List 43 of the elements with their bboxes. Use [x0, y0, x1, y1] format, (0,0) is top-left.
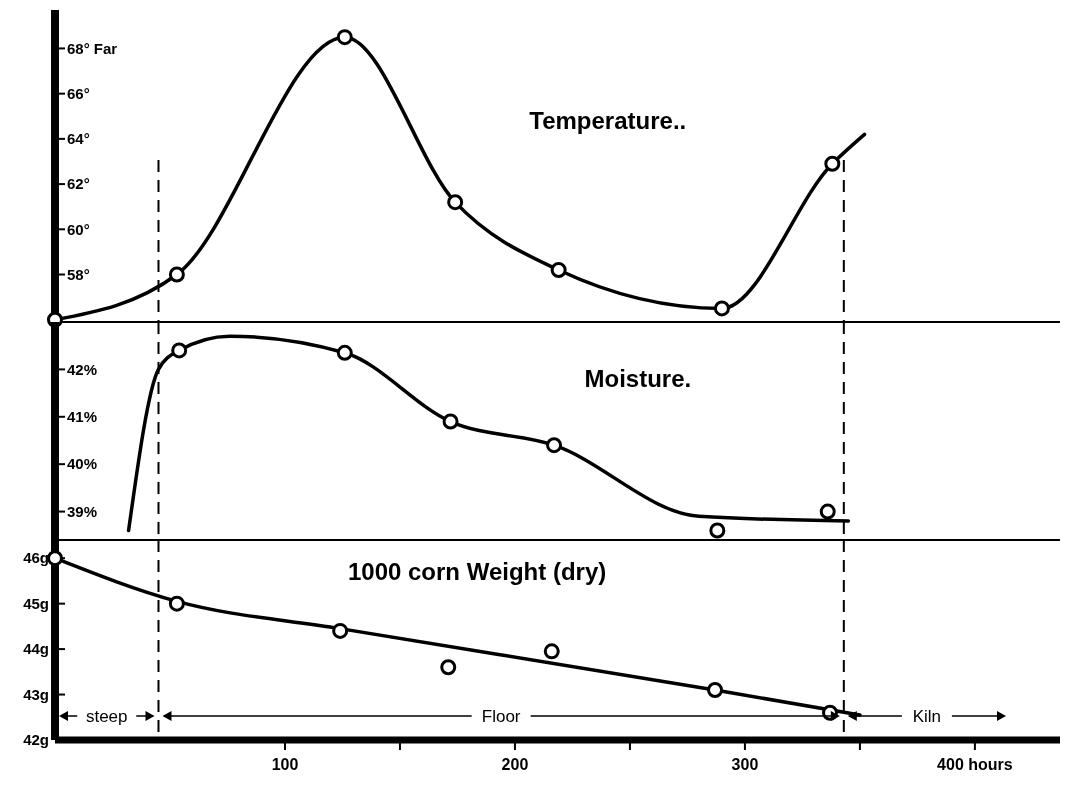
x-tick-label: 200 — [501, 756, 529, 773]
point — [442, 413, 459, 430]
text: Moisture. — [584, 365, 692, 393]
x-tick-label: 400 hours — [937, 756, 1013, 773]
y-tick-label: 41% — [67, 408, 98, 426]
point — [709, 522, 726, 539]
y-tick-label: 42% — [67, 360, 98, 378]
point — [819, 503, 836, 520]
y-tick-label: 45g — [23, 594, 49, 612]
y-tick-label: 42g — [23, 731, 49, 749]
point — [440, 659, 457, 676]
y-tick-label: 64° — [67, 130, 90, 148]
point — [550, 262, 567, 278]
y-tick-label: 68° Far — [67, 39, 118, 57]
point — [168, 595, 185, 612]
point — [707, 682, 724, 698]
point — [824, 155, 841, 172]
point — [336, 29, 353, 46]
point — [171, 342, 188, 359]
annotation: Kiln — [912, 706, 942, 726]
y-tick-label: 44g — [23, 640, 49, 658]
y-tick-label: 60° — [67, 220, 90, 238]
point — [47, 550, 63, 567]
point — [168, 266, 185, 283]
x-tick-label: 100 — [271, 756, 299, 773]
text: Temperature.. — [529, 106, 687, 134]
point — [713, 300, 730, 317]
point — [336, 344, 353, 361]
x-tick-label: 300 — [731, 756, 759, 773]
y-tick-label: 46g — [23, 549, 49, 567]
y-tick-label: 62° — [67, 175, 90, 193]
point — [543, 643, 560, 660]
point — [332, 622, 349, 639]
annotation: Floor — [481, 706, 521, 726]
point — [447, 194, 464, 211]
y-tick-label: 43g — [23, 685, 49, 703]
y-tick-label: 39% — [67, 502, 98, 520]
y-tick-label: 40% — [67, 455, 98, 473]
point — [546, 437, 563, 454]
y-tick-label: 58° — [67, 265, 90, 283]
y-tick-label: 66° — [67, 84, 90, 102]
annotation: steep — [85, 706, 128, 726]
text: 1000 corn Weight (dry) — [347, 558, 607, 585]
